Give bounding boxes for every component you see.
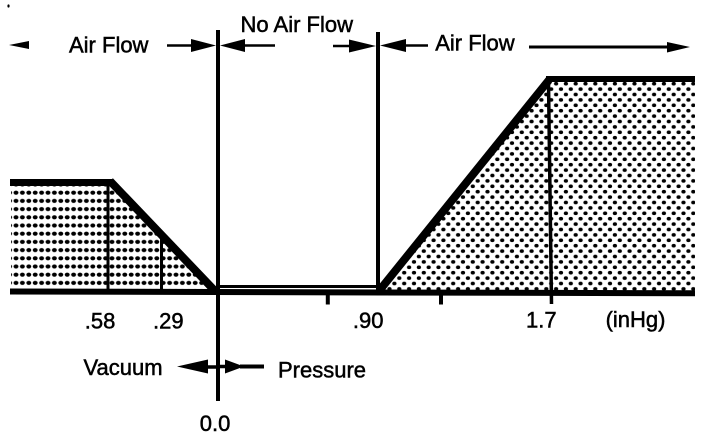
svg-text:.29: .29 [153,308,184,333]
svg-text:.90: .90 [353,308,384,333]
svg-text:(inHg): (inHg) [606,307,666,332]
svg-text:0.0: 0.0 [200,411,231,436]
svg-text:No Air Flow: No Air Flow [241,12,354,37]
svg-text:Air Flow: Air Flow [435,31,515,56]
svg-text:Air Flow: Air Flow [69,33,149,58]
svg-text:.58: .58 [85,308,116,333]
svg-text:1.7: 1.7 [526,308,557,333]
svg-text:Pressure: Pressure [278,358,366,383]
svg-text:Vacuum: Vacuum [84,355,163,380]
